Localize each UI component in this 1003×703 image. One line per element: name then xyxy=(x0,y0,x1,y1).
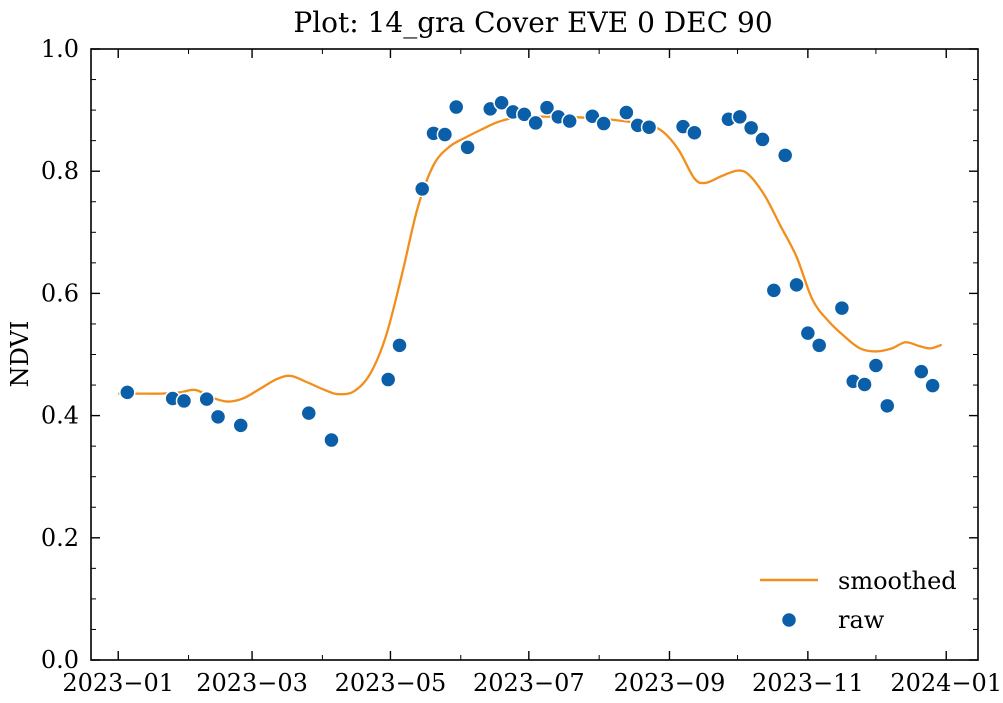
raw-point xyxy=(913,363,930,380)
x-tick-label: 2023−05 xyxy=(335,669,447,697)
y-tick-label: 0.4 xyxy=(41,402,79,430)
plot-frame xyxy=(90,48,979,661)
raw-point xyxy=(640,118,658,136)
ticks-layer: 0.0 0.2 0.4 0.6 0.8 1.0 2023−01 2023−03 2023−05 2… xyxy=(41,35,1002,697)
raw-point xyxy=(584,107,601,125)
raw-point xyxy=(561,112,578,130)
legend: smoothed raw xyxy=(760,567,957,634)
raw-point xyxy=(436,126,454,143)
raw-point xyxy=(198,390,215,408)
x-tick-label: 2023−03 xyxy=(196,669,308,697)
raw-point xyxy=(879,397,896,415)
raw-point xyxy=(459,139,476,156)
raw-point xyxy=(209,408,227,426)
raw-point xyxy=(810,337,828,354)
raw-point xyxy=(856,376,873,393)
raw-point xyxy=(618,104,635,121)
raw-point xyxy=(413,180,431,198)
raw-point xyxy=(300,404,318,422)
x-tick-label: 2023−07 xyxy=(473,669,585,697)
raw-point xyxy=(538,99,556,116)
x-tick-label: 2023−09 xyxy=(614,669,726,697)
series-layer xyxy=(118,94,943,449)
raw-point xyxy=(799,324,817,342)
legend-raw-swatch xyxy=(780,611,798,629)
raw-point xyxy=(833,299,851,317)
raw-point xyxy=(924,377,941,394)
raw-point xyxy=(686,124,703,141)
x-tick-label: 2024−01 xyxy=(890,669,1002,697)
raw-point xyxy=(731,108,749,126)
y-tick-label: 0.6 xyxy=(41,279,79,307)
legend-smoothed-label: smoothed xyxy=(838,567,957,595)
raw-point xyxy=(776,147,794,164)
raw-point xyxy=(323,431,340,449)
raw-point xyxy=(379,371,397,388)
raw-point xyxy=(493,94,510,112)
raw-point xyxy=(516,106,533,123)
smoothed-line xyxy=(118,115,943,403)
chart-title: Plot: 14_gra Cover EVE 0 DEC 90 xyxy=(293,6,772,39)
x-tick-label: 2023−01 xyxy=(62,669,174,697)
raw-point xyxy=(119,384,136,401)
raw-point xyxy=(867,357,885,374)
legend-raw-label: raw xyxy=(838,606,885,634)
y-tick-label: 0.0 xyxy=(41,646,79,674)
y-axis-title: NDVI xyxy=(6,321,34,388)
y-tick-label: 1.0 xyxy=(41,35,79,63)
raw-point xyxy=(765,282,783,299)
x-tick-label: 2023−11 xyxy=(752,669,864,697)
y-tick-label: 0.8 xyxy=(41,157,79,185)
raw-point xyxy=(391,337,408,354)
y-tick-label: 0.2 xyxy=(41,524,79,552)
raw-point xyxy=(232,417,249,434)
raw-point xyxy=(742,119,760,137)
raw-point xyxy=(595,115,612,132)
raw-point xyxy=(754,131,771,148)
raw-point xyxy=(447,98,465,116)
raw-point xyxy=(788,276,805,294)
raw-point xyxy=(527,114,544,132)
raw-point xyxy=(175,392,193,410)
